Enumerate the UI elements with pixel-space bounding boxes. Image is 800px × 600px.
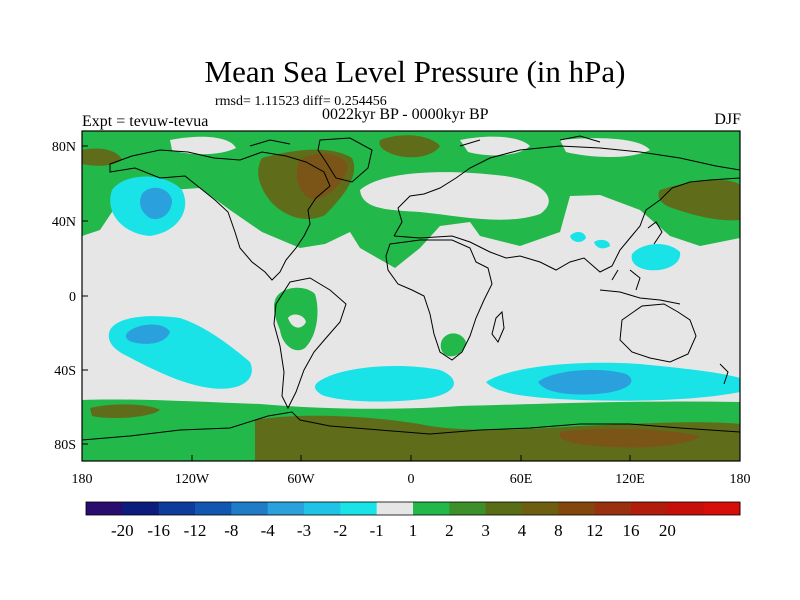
colorbar-swatch bbox=[413, 502, 450, 515]
lon-label-120e: 120E bbox=[615, 472, 645, 487]
colorbar-swatch bbox=[86, 502, 123, 515]
coast-arctic-islands bbox=[249, 135, 601, 147]
lon-label-180e: 180 bbox=[730, 472, 751, 487]
colorbar-swatch bbox=[594, 502, 632, 515]
south-atlantic-cyan bbox=[314, 366, 454, 402]
coast-eurasia bbox=[393, 145, 740, 273]
north-olive-3 bbox=[658, 179, 740, 221]
map-field bbox=[82, 131, 740, 461]
coast-se-asia bbox=[599, 269, 681, 305]
colorbar-swatch bbox=[122, 502, 160, 515]
colorbar-label: 8 bbox=[554, 521, 563, 540]
coast-greenland bbox=[317, 137, 373, 183]
coast-japan bbox=[647, 221, 663, 245]
coast-australia bbox=[619, 303, 697, 363]
lat-label-0: 0 bbox=[69, 290, 76, 305]
north-pacific-blue bbox=[140, 187, 172, 220]
north-brown-core bbox=[296, 153, 348, 200]
colorbar-swatch bbox=[267, 502, 305, 515]
colorbar-label: 2 bbox=[445, 521, 454, 540]
season-label: DJF bbox=[714, 111, 741, 128]
colorbar-swatch bbox=[376, 502, 414, 515]
lat-label-80s: 80S bbox=[54, 438, 76, 453]
south-pacific-blue bbox=[125, 324, 170, 344]
south-olive-1 bbox=[90, 404, 160, 418]
lon-label-0: 0 bbox=[408, 472, 415, 487]
colorbar-label: 3 bbox=[481, 521, 490, 540]
north-neutral-patch-3 bbox=[170, 136, 236, 155]
colorbar-swatch bbox=[231, 502, 269, 515]
colorbar-label: 4 bbox=[518, 521, 527, 540]
lat-label-40n: 40N bbox=[52, 215, 76, 230]
colorbar-label: -2 bbox=[333, 521, 347, 540]
colorbar-swatch bbox=[340, 502, 378, 515]
colorbar-label: -8 bbox=[224, 521, 238, 540]
colorbar-label: 1 bbox=[409, 521, 418, 540]
north-olive-2 bbox=[379, 135, 440, 158]
lon-label-120w: 120W bbox=[175, 472, 210, 487]
coast-antarctica bbox=[82, 411, 740, 441]
lat-label-40s: 40S bbox=[54, 364, 76, 379]
colorbar-label: -4 bbox=[261, 521, 276, 540]
colorbar-swatch bbox=[558, 502, 596, 515]
colorbar-label: -16 bbox=[147, 521, 170, 540]
coast-new-zealand bbox=[719, 363, 729, 385]
chart-title: Mean Sea Level Pressure (in hPa) bbox=[204, 54, 626, 89]
north-neutral-patch-1 bbox=[460, 136, 530, 156]
east-asia-cyan-dot-2 bbox=[594, 239, 610, 249]
colorbar-swatch bbox=[158, 502, 196, 515]
colorbar-label: -20 bbox=[111, 521, 134, 540]
south-olive-2 bbox=[255, 415, 740, 461]
colorbar-swatch bbox=[522, 502, 559, 515]
colorbar-label: -1 bbox=[370, 521, 384, 540]
period-text: 0022kyr BP - 0000kyr BP bbox=[322, 106, 489, 123]
colorbar-swatch bbox=[703, 502, 741, 515]
tick-marks bbox=[82, 145, 631, 461]
lat-label-80n: 80N bbox=[52, 140, 76, 155]
lon-label-60w: 60W bbox=[287, 472, 315, 487]
south-america-neutral bbox=[288, 314, 306, 328]
coast-south-america bbox=[273, 277, 347, 410]
colorbar-frame bbox=[85, 501, 741, 516]
colorbar-swatch bbox=[667, 502, 705, 515]
colorbar-label: 20 bbox=[659, 521, 676, 540]
south-indian-blue bbox=[538, 369, 632, 395]
colorbar-swatch bbox=[304, 502, 341, 515]
colorbar-swatch bbox=[485, 502, 523, 515]
experiment-label: Expt = tevuw-tevua bbox=[82, 113, 209, 130]
lon-label-180w: 180 bbox=[72, 472, 93, 487]
colorbar-swatch bbox=[195, 502, 232, 515]
colorbar-label: 12 bbox=[586, 521, 603, 540]
lon-label-60e: 60E bbox=[510, 472, 533, 487]
north-neutral-patch-2 bbox=[560, 138, 650, 157]
coast-madagascar bbox=[491, 310, 505, 343]
colorbar-label: -12 bbox=[184, 521, 207, 540]
coastlines bbox=[82, 135, 740, 441]
colorbar-swatch bbox=[449, 502, 487, 515]
eurasia-neutral-patch bbox=[360, 172, 549, 220]
southern-africa-green bbox=[440, 333, 466, 357]
coast-africa bbox=[385, 239, 493, 361]
north-olive-4 bbox=[82, 148, 122, 166]
west-pacific-cyan bbox=[631, 243, 681, 271]
colorbar: -20 -16 -12 -8 -4 -3 -2 -1 1 2 3 4 8 12 16 20 bbox=[85, 501, 741, 540]
colorbar-label: 16 bbox=[623, 521, 640, 540]
colorbar-label: -3 bbox=[297, 521, 311, 540]
colorbar-swatch bbox=[631, 502, 668, 515]
south-brown-core bbox=[559, 428, 700, 448]
east-asia-cyan-dot bbox=[570, 232, 586, 242]
coast-north-america bbox=[109, 149, 331, 281]
stats-text: rmsd= 1.11523 diff= 0.254456 bbox=[215, 94, 387, 109]
